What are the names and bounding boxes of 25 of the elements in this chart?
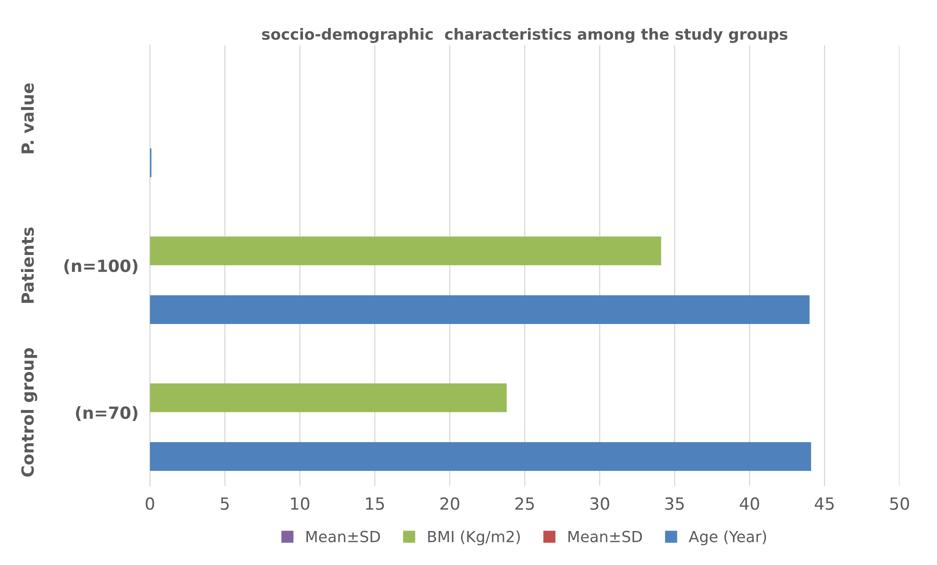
text: P. value — [21, 83, 34, 154]
text: Control group — [20, 348, 38, 477]
legend-label: Mean±SD — [306, 530, 380, 542]
x-tick-label: 25 — [515, 497, 534, 510]
bar — [150, 383, 507, 412]
bar — [150, 442, 812, 471]
bar — [150, 295, 810, 324]
text: Patients — [21, 227, 34, 303]
bar — [150, 236, 662, 266]
y-tick-label: (n=100) — [64, 259, 138, 274]
legend-label: BMI (Kg/m2) — [428, 530, 520, 546]
x-tick-label: 30 — [590, 497, 610, 510]
x-tick-label: 5 — [220, 498, 229, 510]
legend-label: Age (Year) — [688, 530, 766, 546]
x-tick-label: 10 — [291, 497, 310, 510]
x-tick-label: 15 — [366, 498, 384, 510]
x-tick-label: 40 — [740, 497, 760, 510]
y-tick-label: (n=70) — [76, 406, 138, 421]
x-tick-label: 35 — [665, 497, 684, 510]
x-tick-label: 0 — [146, 497, 154, 510]
legend-label: Mean±SD — [568, 530, 642, 542]
x-tick-label: 20 — [440, 497, 460, 510]
x-tick-label: 50 — [890, 497, 910, 510]
x-tick-label: 45 — [814, 498, 834, 510]
chart-title: soccio-demographic characteristics among the study groups — [262, 28, 788, 43]
